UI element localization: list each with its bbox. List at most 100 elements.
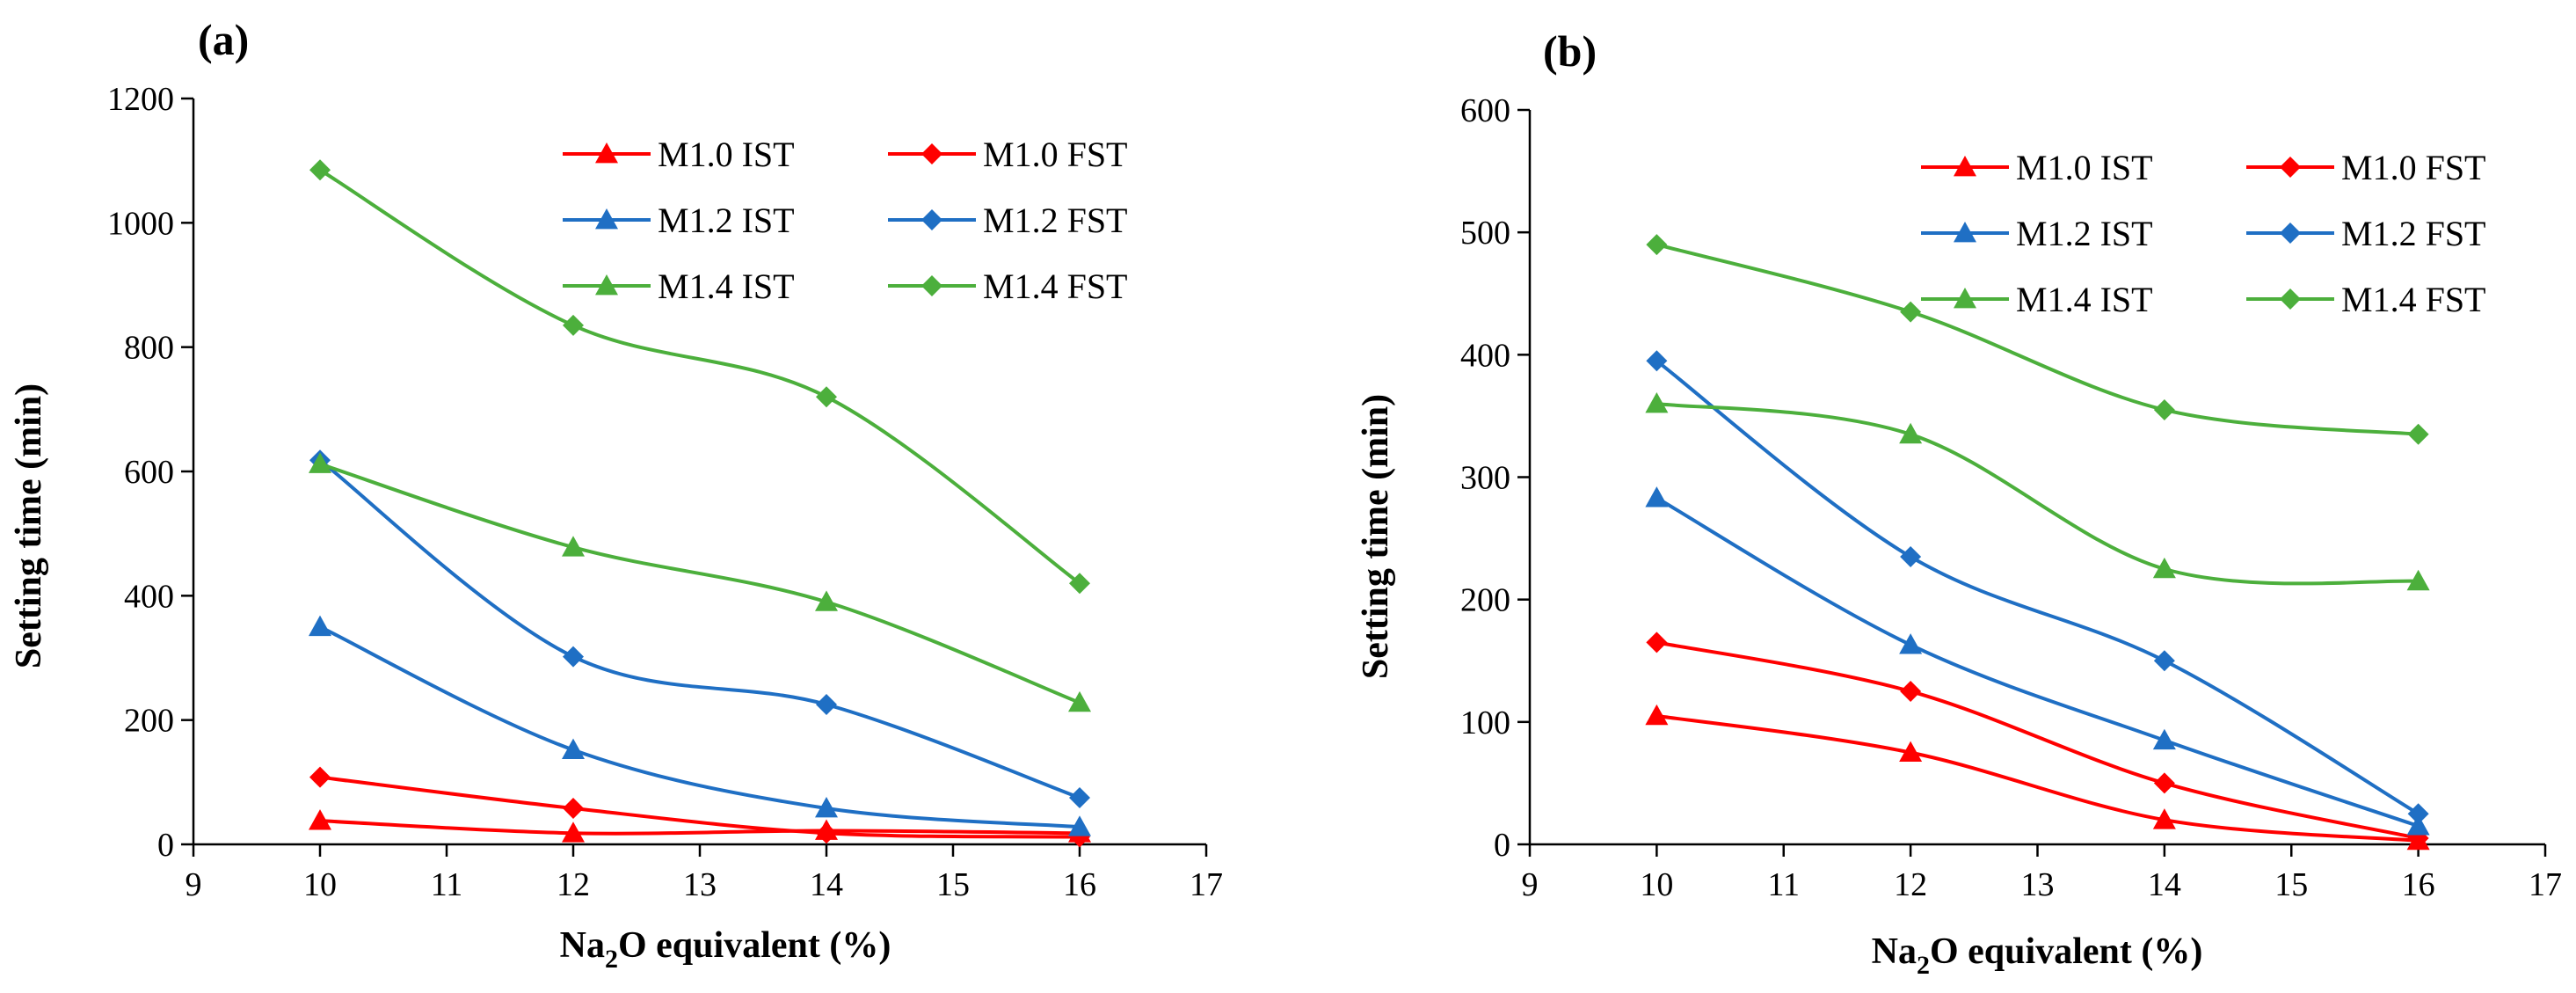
data-point-b-m1-2-fst (1646, 350, 1668, 372)
y-tick-label-b: 200 (1460, 582, 1510, 619)
x-tick-label-a: 12 (557, 866, 590, 903)
x-tick-label-b: 16 (2402, 866, 2435, 903)
y-tick-label-a: 600 (124, 454, 174, 491)
data-point-a-m1-0-fst (816, 822, 837, 844)
y-tick-label-a: 1000 (107, 205, 174, 242)
legend-swatch-marker-a-m1-0-ist (595, 142, 618, 164)
y-tick-label-b: 600 (1460, 92, 1510, 129)
panel-label-b: (b) (1543, 26, 1597, 76)
legend-label-b-m1-0-fst: M1.0 FST (2341, 148, 2486, 187)
x-tick-label-b: 17 (2529, 866, 2562, 903)
series-line-b-m1-2-fst (1655, 359, 2420, 815)
data-point-b-m1-4-ist (1645, 392, 1669, 413)
legend-label-a-m1-0-ist: M1.0 IST (658, 135, 795, 174)
series-line-a-m1-2-ist (319, 624, 1081, 829)
axis-layer-b: 0 100 200 300 400 500 600 9 10 11 12 13 14 15 16 17 (1460, 92, 2562, 903)
data-point-a-m1-0-fst (309, 766, 331, 788)
series-line-a-m1-4-fst (318, 168, 1081, 585)
data-point-a-m1-4-ist (562, 536, 585, 557)
data-point-b-m1-0-ist (1645, 704, 1669, 726)
legend-label-b-m1-4-fst: M1.4 FST (2341, 280, 2486, 319)
x-axis-title-a-post: O equivalent (%) (618, 925, 891, 966)
x-tick-label-b: 15 (2274, 866, 2308, 903)
y-tick-label-b: 300 (1460, 460, 1510, 497)
chart-b-svg: (b) 0 100 200 300 400 500 600 9 10 11 12 13 14 15 16 17… (1356, 26, 2562, 980)
y-tick-label-a: 0 (157, 827, 174, 864)
x-axis-title-b-pre: Na (1872, 931, 1917, 972)
x-tick-label-b: 9 (1522, 866, 1539, 903)
data-point-b-m1-0-fst (1646, 632, 1668, 653)
data-point-a-m1-2-fst (563, 646, 584, 668)
y-tick-label-a: 400 (124, 578, 174, 615)
y-tick-label-b: 400 (1460, 337, 1510, 374)
x-tick-label-a: 10 (303, 866, 337, 903)
data-point-a-m1-4-ist (1068, 690, 1091, 712)
series-line-b-m1-0-ist (1656, 713, 2419, 843)
data-point-b-m1-2-ist (2152, 728, 2176, 750)
legend-label-a-m1-0-fst: M1.0 FST (983, 135, 1128, 174)
data-point-b-m1-2-fst (2407, 803, 2429, 825)
series-line-b-m1-4-ist (1656, 402, 2419, 586)
data-point-a-m1-2-ist (1068, 815, 1091, 836)
legend-label-b-m1-2-fst: M1.2 FST (2341, 214, 2486, 253)
chart-panel-a: (a) 0 200 400 600 800 1000 1200 9 10 11 12 13 14 15 16… (0, 0, 1288, 989)
data-point-b-m1-2-ist (1899, 633, 1923, 654)
x-axis-title-a: Na2O equivalent (%) (560, 925, 891, 974)
chart-a-svg: (a) 0 200 400 600 800 1000 1200 9 10 11 12 13 14 15 16… (9, 15, 1223, 974)
series-line-a-m1-0-ist (319, 819, 1081, 836)
series-line-a-m1-2-fst (318, 458, 1081, 800)
x-tick-label-a: 15 (936, 866, 970, 903)
x-axis-title-a-pre: Na (560, 925, 605, 966)
series-line-a-m1-0-fst (319, 775, 1081, 839)
y-tick-label-a: 200 (124, 703, 174, 740)
data-point-a-m1-0-ist (562, 821, 585, 843)
legend-swatch-marker-b-m1-4-ist (1954, 288, 1976, 309)
legend-label-b-m1-4-ist: M1.4 IST (2016, 280, 2153, 319)
legend-label-a-m1-4-fst: M1.4 FST (983, 267, 1128, 306)
series-line-b-m1-4-fst (1655, 243, 2419, 436)
series-line-b-m1-0-fst (1655, 640, 2420, 840)
legend-swatch-marker-b-m1-2-ist (1954, 222, 1976, 243)
x-axis-title-b-sub: 2 (1917, 951, 1930, 980)
x-tick-label-b: 11 (1767, 866, 1800, 903)
x-axis-title-b: Na2O equivalent (%) (1872, 931, 2203, 980)
data-point-b-m1-0-ist (2152, 808, 2176, 829)
legend-swatch-marker-b-m1-0-fst (2280, 157, 2301, 178)
series-line-b-m1-2-ist (1655, 496, 2420, 829)
data-point-b-m1-4-fst (1646, 234, 1668, 256)
data-point-a-m1-4-fst (816, 386, 837, 408)
legend-b: M1.0 IST M1.0 FST M1.2 IST M1.2 FST M1.4 IST… (1921, 148, 2486, 319)
data-point-b-m1-4-ist (2406, 569, 2430, 591)
legend-swatch-marker-b-m1-0-ist (1954, 156, 1976, 177)
legend-swatch-marker-b-m1-4-fst (2280, 288, 2301, 310)
data-point-a-m1-2-fst (816, 694, 837, 715)
data-point-b-m1-0-fst (1900, 681, 1922, 703)
data-point-a-m1-4-fst (1069, 573, 1090, 595)
y-tick-label-a: 800 (124, 330, 174, 367)
legend-swatch-marker-a-m1-2-ist (595, 208, 618, 230)
data-point-b-m1-2-fst (2153, 650, 2175, 672)
legend-label-b-m1-2-ist: M1.2 IST (2016, 214, 2153, 253)
x-axis-title-a-sub: 2 (605, 945, 618, 974)
data-point-a-m1-0-ist (309, 809, 331, 830)
legend-label-a-m1-2-ist: M1.2 IST (658, 201, 795, 240)
data-point-b-m1-4-fst (1900, 301, 1922, 323)
data-point-a-m1-4-ist (309, 452, 331, 473)
legend-swatch-marker-b-m1-2-fst (2280, 223, 2301, 244)
data-point-a-m1-0-fst (563, 798, 584, 820)
x-tick-label-a: 16 (1063, 866, 1096, 903)
legend-swatch-marker-a-m1-4-ist (595, 274, 618, 296)
y-tick-label-b: 500 (1460, 215, 1510, 252)
data-point-a-m1-2-ist (309, 615, 331, 637)
x-tick-label-b: 10 (1640, 866, 1673, 903)
data-point-a-m1-2-ist (562, 738, 585, 759)
y-tick-label-b: 100 (1460, 705, 1510, 741)
data-point-a-m1-2-fst (1069, 787, 1090, 808)
y-tick-label-a: 1200 (107, 81, 174, 118)
series-line-a-m1-4-ist (319, 462, 1081, 705)
x-tick-label-b: 12 (1894, 866, 1927, 903)
chart-panel-b: (b) 0 100 200 300 400 500 600 9 10 11 12 13 14 15 16 17… (1288, 0, 2576, 989)
data-point-b-m1-2-fst (1900, 545, 1922, 567)
legend-swatch-marker-a-m1-4-fst (921, 275, 942, 296)
data-point-a-m1-2-ist (815, 797, 838, 818)
